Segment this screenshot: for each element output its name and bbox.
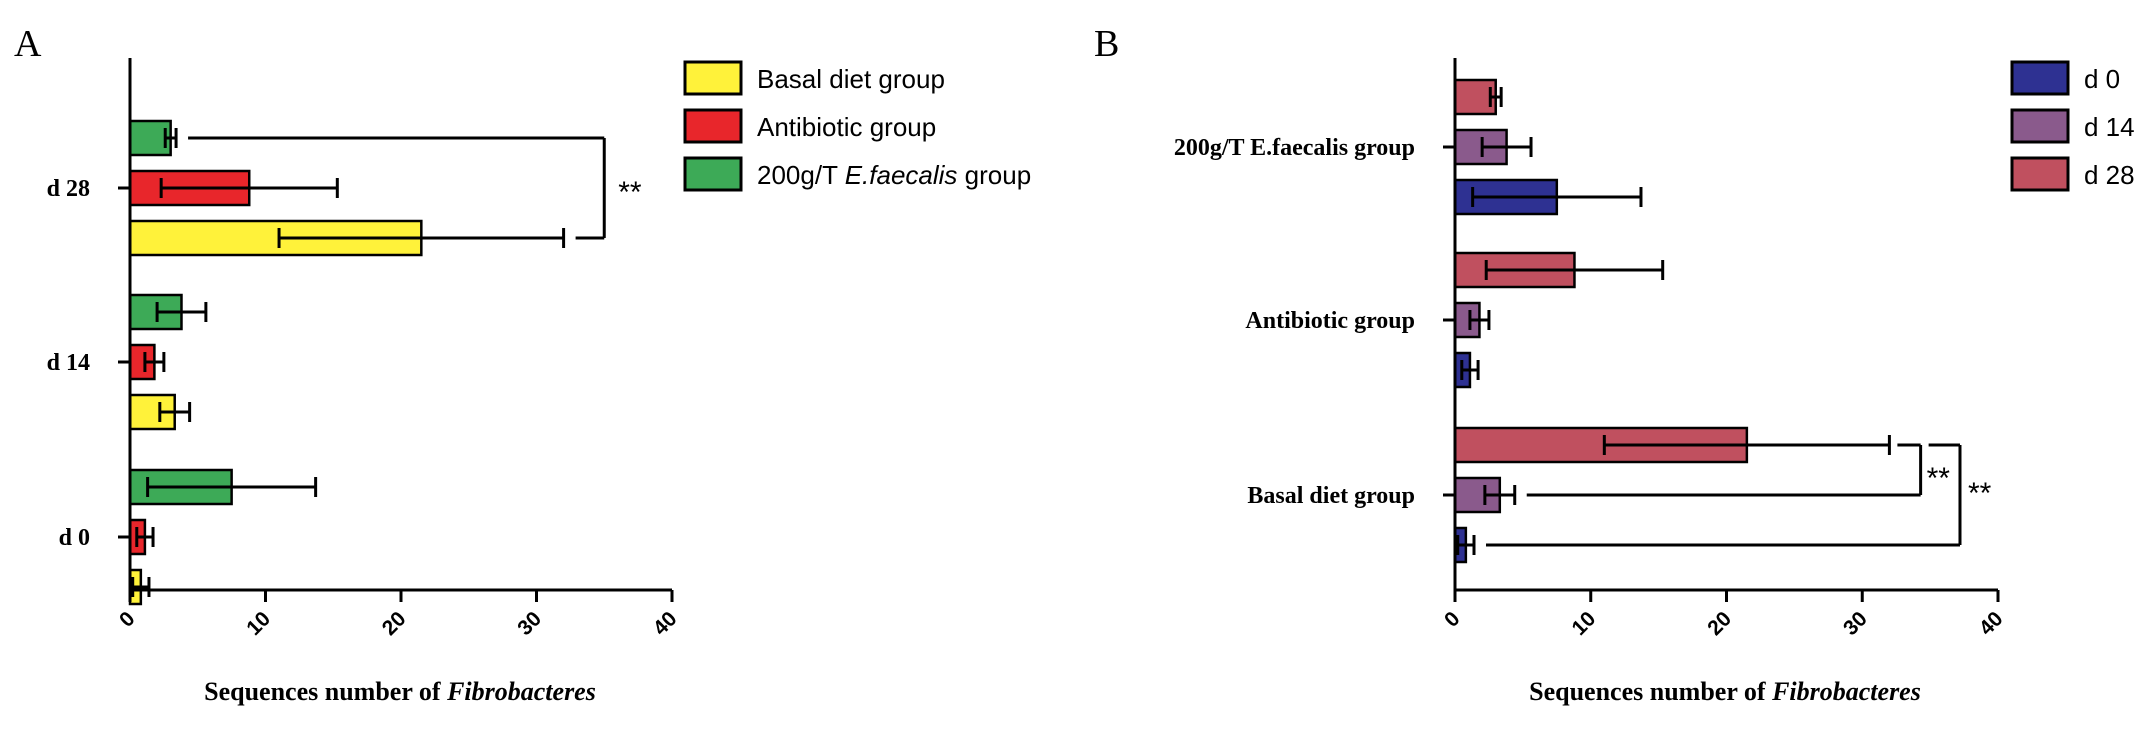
legend-swatch (2010, 156, 2070, 192)
x-tick-label: 0 (115, 607, 140, 632)
panel-a-letter: A (14, 23, 42, 65)
category-label: Basal diet group (1247, 483, 1415, 509)
x-tick-label: 10 (242, 607, 275, 640)
category-label: d 14 (47, 350, 90, 376)
legend-entry: Antibiotic group (757, 112, 936, 142)
panel-b-significance: ** ** (1486, 443, 1992, 547)
legend-swatch (683, 60, 743, 96)
x-tick-label: 10 (1568, 607, 1601, 640)
legend-swatch (683, 108, 743, 144)
panel-b-x-axis-title: Sequences number of Fibrobacteres (1529, 677, 1921, 706)
bar (128, 393, 176, 431)
panel-a-legend: Basal diet group Antibiotic group 200g/T E… (683, 60, 1031, 192)
legend-entry: d 0 (2084, 64, 2120, 94)
panel-a-category-labels: d 0 d 14 d 28 (47, 176, 90, 551)
legend-swatch (683, 156, 743, 192)
x-tick-label: 40 (649, 607, 682, 640)
x-tick-label: 30 (513, 607, 546, 640)
panel-b-bars (1453, 78, 1891, 564)
x-tick-label: 40 (1975, 607, 2008, 640)
panel-a-ticks: 0 10 20 30 40 (115, 590, 682, 640)
legend-entry: 200g/T E.faecalis group (757, 160, 1031, 190)
legend-entry: Basal diet group (757, 64, 945, 94)
x-tick-label: 30 (1839, 607, 1872, 640)
legend-swatch (2010, 108, 2070, 144)
category-label: d 28 (47, 176, 90, 202)
category-label: Antibiotic group (1245, 308, 1415, 334)
panel-b: B 0 10 20 30 40 Basal diet group Antibiotic g… (1094, 23, 2135, 706)
x-tick-label: 20 (1703, 607, 1736, 640)
legend-entry: d 28 (2084, 160, 2135, 190)
panel-a-significance: ** (188, 136, 642, 240)
significance-label: ** (1927, 462, 1951, 495)
category-label: 200g/T E.faecalis group (1174, 135, 1415, 161)
x-tick-label: 0 (1440, 607, 1465, 632)
panel-b-axes (1443, 58, 1998, 592)
panel-b-ticks: 0 10 20 30 40 (1440, 590, 2008, 640)
significance-label: ** (618, 176, 642, 209)
panel-b-letter: B (1094, 23, 1119, 65)
panel-a-x-axis-title: Sequences number of Fibrobacteres (204, 677, 596, 706)
legend-entry: d 14 (2084, 112, 2135, 142)
category-label: d 0 (59, 525, 90, 551)
significance-label: ** (1968, 477, 1992, 510)
panel-a: A 0 10 20 30 40 d 0 d 14 d 28 Sequences number… (14, 23, 1031, 706)
panel-b-category-labels: Basal diet group Antibiotic group 200g/T E… (1174, 135, 1415, 509)
legend-swatch (2010, 60, 2070, 96)
panel-b-legend: d 0 d 14 d 28 (2010, 60, 2135, 192)
panel-a-bars (128, 119, 566, 606)
x-tick-label: 20 (378, 607, 411, 640)
